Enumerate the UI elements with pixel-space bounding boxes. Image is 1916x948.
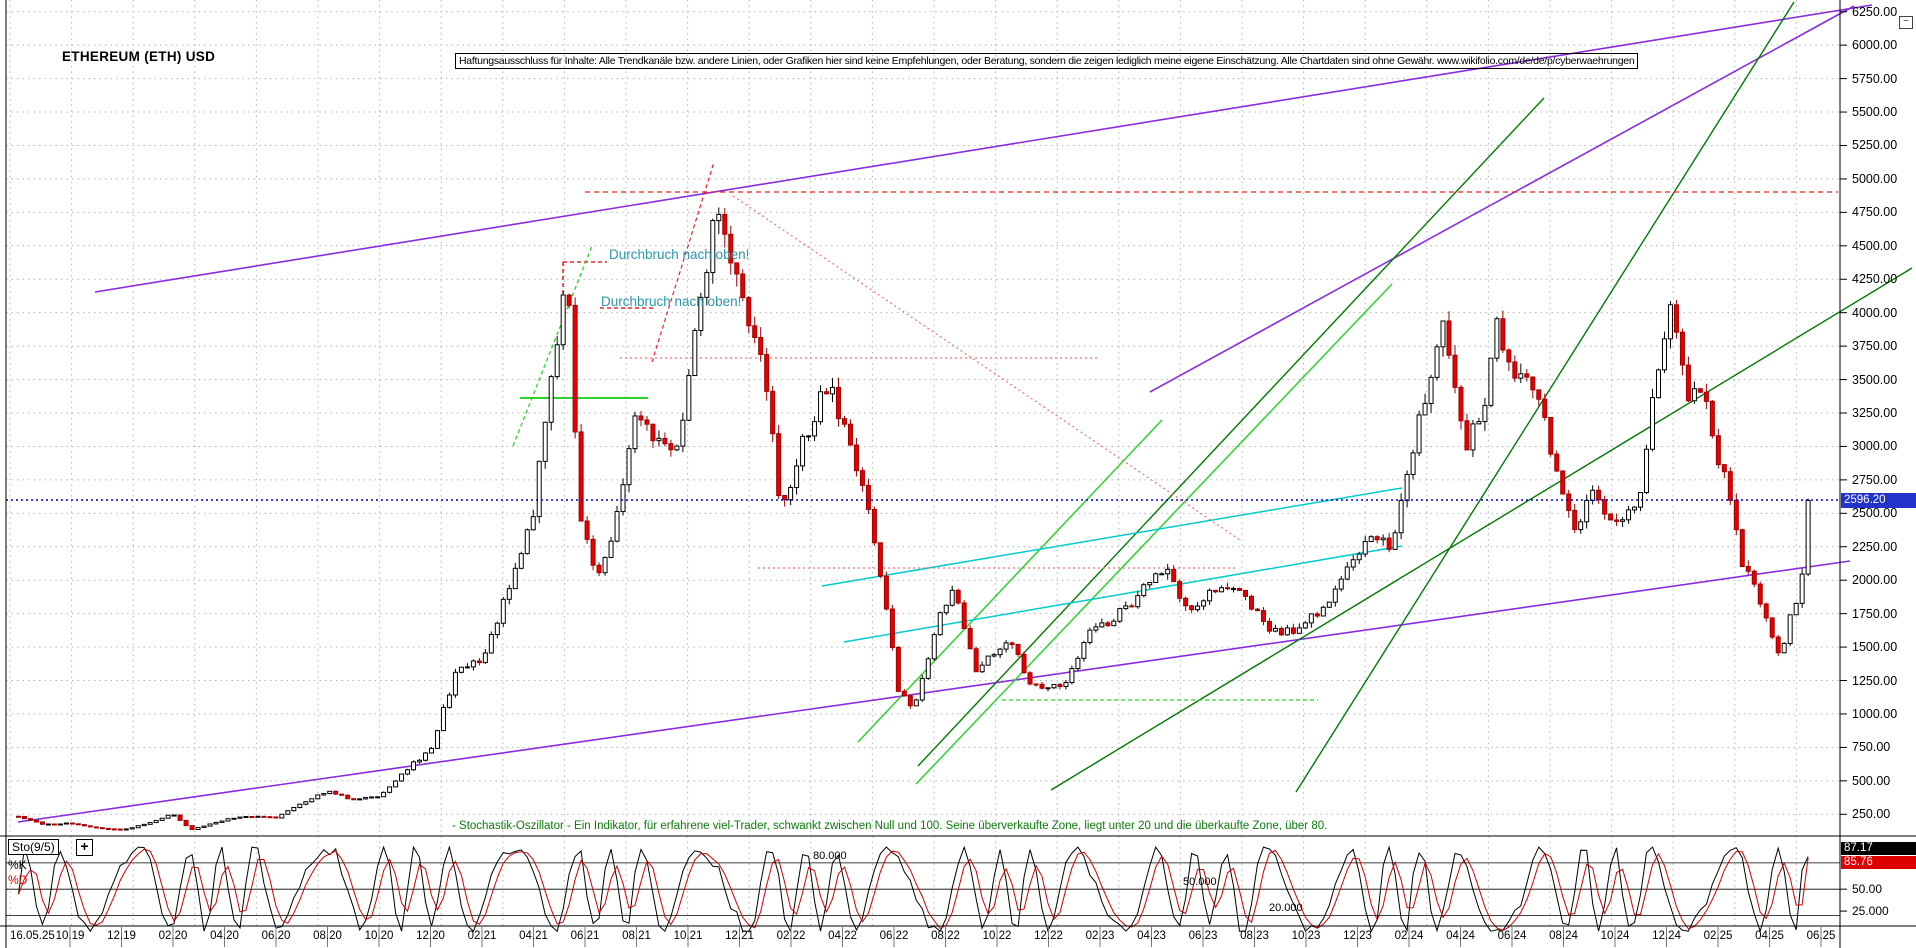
stochastic-axis-label: 50.00 <box>1852 882 1883 897</box>
date-axis-label: 10.24 <box>1600 930 1630 942</box>
stochastic-k-line <box>18 845 1809 933</box>
date-axis-label: 06.23 <box>1188 930 1218 942</box>
date-axis-label: 04.21 <box>519 930 548 942</box>
date-axis-label: 02.23 <box>1085 930 1115 942</box>
date-axis-label: 12.20 <box>416 930 445 942</box>
date-axis-label: 02.22 <box>776 930 806 942</box>
stochastic-level-label: 20.000 <box>1269 902 1303 915</box>
stochastic-level-label: 80.000 <box>813 849 847 862</box>
price-axis-label: 500.00 <box>1852 773 1891 788</box>
stochastic-panel <box>6 845 1840 933</box>
date-axis-label: 12.23 <box>1343 930 1372 942</box>
price-axis-label: 2000.00 <box>1852 573 1898 588</box>
price-axis-label: 750.00 <box>1852 740 1891 755</box>
price-axis-label: 4750.00 <box>1852 205 1898 220</box>
price-axis-label: 2750.00 <box>1852 472 1898 487</box>
price-axis-label: 250.00 <box>1852 807 1891 822</box>
stochastic-k-legend: %K <box>8 858 27 872</box>
price-axis-label: 2500.00 <box>1852 506 1898 521</box>
price-axis-label: 3500.00 <box>1852 372 1898 387</box>
stochastic-d-value-box: 85.76 <box>1841 856 1916 869</box>
date-axis-label: 10.23 <box>1291 930 1321 942</box>
date-axis-label: 08.24 <box>1549 930 1578 942</box>
price-axis-label: 3000.00 <box>1852 439 1898 454</box>
price-axis-label: 5750.00 <box>1852 71 1898 86</box>
date-axis-label: 06.20 <box>261 930 291 942</box>
date-axis-label: 04.23 <box>1137 930 1166 942</box>
candlesticks <box>16 207 1811 831</box>
disclaimer-text: Haftungsausschluss für Inhalte: Alle Tre… <box>455 53 1639 69</box>
date-axis-label: 12.22 <box>1034 930 1063 942</box>
stochastic-indicator-button[interactable]: Sto(9/5) <box>8 839 59 855</box>
date-axis-label: 10.19 <box>55 930 85 942</box>
date-axis-label: 08.22 <box>931 930 960 942</box>
grid <box>6 0 1840 926</box>
price-axis-label: 4500.00 <box>1852 238 1898 253</box>
date-axis-label: 04.24 <box>1446 930 1475 942</box>
price-axis-label: 5250.00 <box>1852 138 1898 153</box>
stochastic-axis-label: 25.000 <box>1852 904 1889 919</box>
price-axis-label: 1500.00 <box>1852 640 1898 655</box>
stochastic-k-value-box: 87.17 <box>1841 842 1916 855</box>
price-axis-label: 1250.00 <box>1852 673 1898 688</box>
date-axis-label: 02.24 <box>1394 930 1424 942</box>
chart-date-label: 16.05.25 <box>10 930 55 942</box>
price-axis-label: 1750.00 <box>1852 606 1898 621</box>
date-axis-label: 08.20 <box>313 930 342 942</box>
price-axis-label: 4250.00 <box>1852 272 1898 287</box>
collapse-button[interactable]: − <box>1899 16 1913 29</box>
date-axis-label: 06.22 <box>879 930 909 942</box>
date-axis-label: 08.23 <box>1240 930 1269 942</box>
date-axis-label: 06.21 <box>570 930 600 942</box>
date-axis-label: 06.25 <box>1806 930 1836 942</box>
price-axis-label: 3250.00 <box>1852 406 1898 420</box>
date-axis-label: 10.21 <box>673 930 703 942</box>
stochastic-d-legend: %D <box>8 873 28 887</box>
page-title: ETHEREUM (ETH) USD <box>62 49 216 64</box>
add-indicator-button[interactable]: + <box>76 839 93 856</box>
date-axis-label: 04.25 <box>1755 930 1784 942</box>
date-axis-label: 12.19 <box>107 930 136 942</box>
stochastic-level-label: 50.000 <box>1183 876 1217 889</box>
breakout-annotation-upper: Durchbruch nach oben! <box>609 247 750 262</box>
breakout-annotation-lower: Durchbruch nach oben! <box>601 294 742 309</box>
stochastic-note: - Stochastik-Oszillator - Ein Indikator,… <box>452 820 1328 832</box>
date-axis-label: 06.24 <box>1497 930 1527 942</box>
date-axis-label: 04.22 <box>828 930 857 942</box>
date-axis-label: 08.21 <box>622 930 651 942</box>
price-axis-label: 2250.00 <box>1852 539 1898 554</box>
date-axis-label: 10.20 <box>364 930 394 942</box>
date-axis-label: 02.25 <box>1703 930 1733 942</box>
price-axis-label: 5000.00 <box>1852 171 1898 186</box>
date-axis-label: 02.21 <box>467 930 497 942</box>
date-axis-label: 10.22 <box>982 930 1012 942</box>
price-axis-label: 4000.00 <box>1852 305 1898 320</box>
price-axis-label: 5500.00 <box>1852 105 1898 120</box>
date-axis-label: 12.24 <box>1652 930 1681 942</box>
trendlines <box>17 1 1913 823</box>
date-axis-label: 02.20 <box>158 930 188 942</box>
current-price-box: 2596.20 <box>1841 493 1916 508</box>
price-axis-label: 6250.00 <box>1852 4 1898 19</box>
date-axis-label: 12.21 <box>725 930 754 942</box>
price-axis-label: 6000.00 <box>1852 38 1898 53</box>
date-axis-label: 04.20 <box>210 930 239 942</box>
price-axis-label: 1000.00 <box>1852 706 1898 721</box>
price-axis-label: 3750.00 <box>1852 339 1898 354</box>
